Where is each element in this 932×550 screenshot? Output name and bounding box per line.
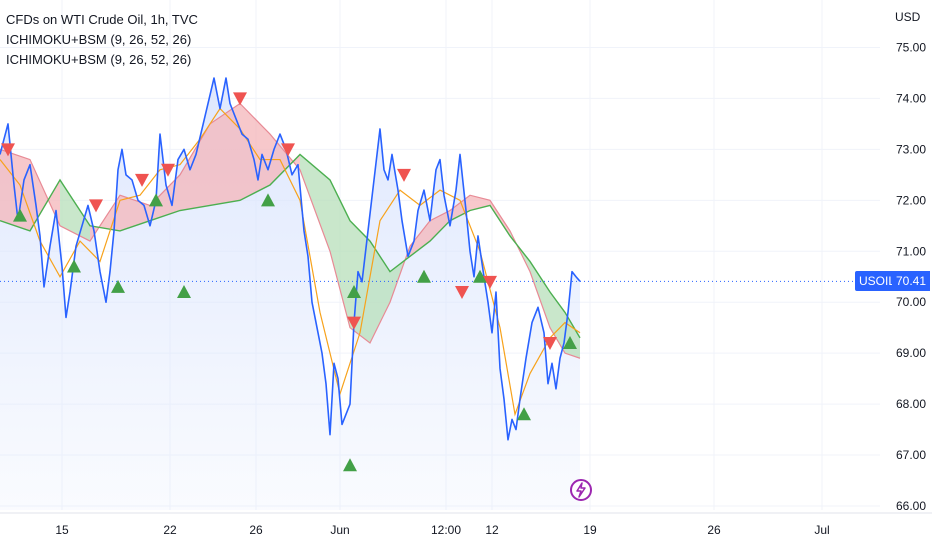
sell-signal-marker (455, 286, 469, 300)
x-tick-label: 26 (249, 523, 263, 537)
sell-signal-marker (483, 275, 497, 289)
buy-signal-marker (343, 458, 357, 472)
time-axis[interactable]: 15 22 26 Jun 12:00 12 19 26 Jul (0, 512, 932, 537)
indicator-label-2[interactable]: ICHIMOKU+BSM (9, 26, 52, 26) (6, 52, 192, 67)
currency-label[interactable]: USD (895, 10, 921, 24)
sell-signal-marker (397, 168, 411, 182)
buy-signal-marker (149, 193, 163, 207)
lightning-bolt-icon[interactable] (570, 479, 592, 501)
sell-signal-marker (543, 336, 557, 350)
buy-signal-marker (111, 279, 125, 293)
buy-signal-marker (13, 208, 27, 222)
y-tick-label: 69.00 (896, 346, 926, 360)
x-tick-label: 15 (55, 523, 69, 537)
indicator-label-1[interactable]: ICHIMOKU+BSM (9, 26, 52, 26) (6, 32, 192, 47)
chart-legend: CFDs on WTI Crude Oil, 1h, TVC ICHIMOKU+… (6, 10, 198, 70)
buy-signal-marker (261, 193, 275, 207)
sell-signal-marker (89, 199, 103, 213)
conversion-line (0, 107, 581, 417)
cloud-segment-bearish (410, 220, 430, 257)
cloud-segment-bullish (330, 179, 350, 328)
cloud-segment-bullish (530, 261, 550, 328)
buy-signal-marker (417, 269, 431, 283)
cloud-segment-bearish (270, 134, 300, 186)
cloud-segment-bearish (150, 174, 180, 221)
x-tick-label: 12 (485, 523, 499, 537)
y-tick-label: 68.00 (896, 397, 926, 411)
indicator-lines (0, 102, 581, 417)
lightning-bolt-glyph (576, 482, 586, 498)
price-line (0, 77, 581, 441)
x-tick-label: 19 (583, 523, 597, 537)
buy-signal-marker (517, 407, 531, 421)
sell-signal-marker (161, 163, 175, 177)
sell-signal-marker (1, 143, 15, 157)
x-tick-label: 26 (707, 523, 721, 537)
y-tick-label: 70.00 (896, 295, 926, 309)
buy-signal-marker (177, 285, 191, 299)
buy-signal-marker (563, 335, 577, 349)
y-tick-label: 66.00 (896, 499, 926, 513)
sell-signal-marker (233, 92, 247, 106)
y-tick-label: 72.00 (896, 193, 926, 207)
signal-markers (1, 92, 577, 472)
y-tick-label: 75.00 (896, 40, 926, 54)
y-tick-label: 71.00 (896, 244, 926, 258)
buy-signal-marker (473, 269, 487, 283)
cloud-segment-bullish (300, 154, 330, 252)
symbol-title[interactable]: CFDs on WTI Crude Oil, 1h, TVC (6, 12, 198, 27)
price-area (0, 78, 580, 510)
cloud-segment-bullish (370, 241, 390, 343)
x-tick-label: 22 (163, 523, 177, 537)
y-tick-label: 74.00 (896, 91, 926, 105)
sell-signal-marker (135, 173, 149, 187)
buy-signal-marker (347, 285, 361, 299)
y-tick-label: 67.00 (896, 448, 926, 462)
leading-span-a (0, 102, 581, 359)
x-tick-label: 12:00 (431, 523, 461, 537)
cloud-segment-bullish (60, 179, 90, 242)
symbol-price-tag: USOIL (855, 271, 900, 292)
sell-signal-marker (347, 316, 361, 330)
price-axis[interactable]: 66.00 67.00 68.00 69.00 70.00 71.00 72.00 73.00… (896, 40, 926, 513)
price-series (0, 77, 880, 441)
price-area-fill (0, 78, 580, 510)
last-price-tag: 70.41 (892, 271, 931, 292)
cloud-segment-bearish (210, 103, 240, 206)
x-tick-label: Jun (330, 523, 349, 537)
buy-signal-marker (67, 259, 81, 273)
leading-span-b (0, 153, 581, 339)
y-tick-label: 73.00 (896, 142, 926, 156)
x-tick-label: Jul (814, 523, 829, 537)
cloud-segment-bearish (180, 123, 210, 211)
sell-signal-marker (281, 143, 295, 157)
